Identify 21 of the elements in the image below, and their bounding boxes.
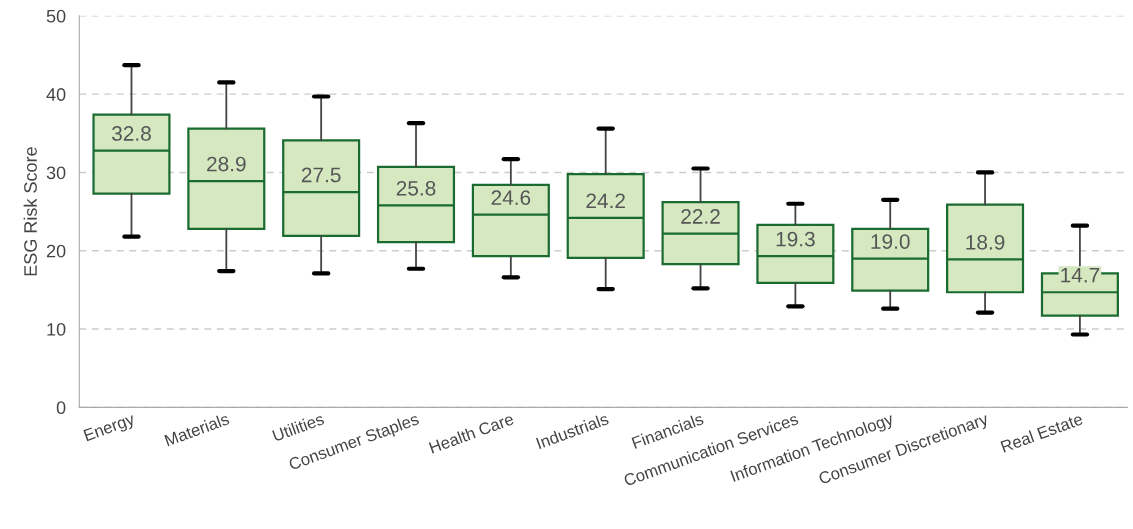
annotation: 19.3 <box>776 231 815 247</box>
annotation: 24.2 <box>586 193 625 208</box>
y-axis-title: ESG Risk Score <box>23 147 37 276</box>
annotation: 24.6 <box>491 190 531 206</box>
y-tick-label: 50 <box>46 9 66 23</box>
x-tick-label: Energy <box>83 412 137 445</box>
annotation: 19.0 <box>871 234 910 249</box>
annotation: 25.8 <box>396 180 436 196</box>
annotation: 14.7 <box>1061 268 1100 283</box>
y-tick-label: 10 <box>47 322 66 336</box>
annotation: 32.8 <box>112 126 151 141</box>
annotation: 18.9 <box>966 234 1005 250</box>
x-tick-label: Health Care <box>428 412 515 454</box>
y-tick-label: 40 <box>46 88 66 101</box>
annotation: 22.2 <box>681 209 720 224</box>
x-tick-label: Real Estate <box>1000 412 1084 453</box>
y-tick-label: 20 <box>46 244 66 258</box>
annotation: 27.5 <box>301 167 341 183</box>
y-tick-label: 30 <box>46 166 66 180</box>
y-tick-label: 0 <box>56 401 66 415</box>
annotation: 28.9 <box>207 156 246 172</box>
